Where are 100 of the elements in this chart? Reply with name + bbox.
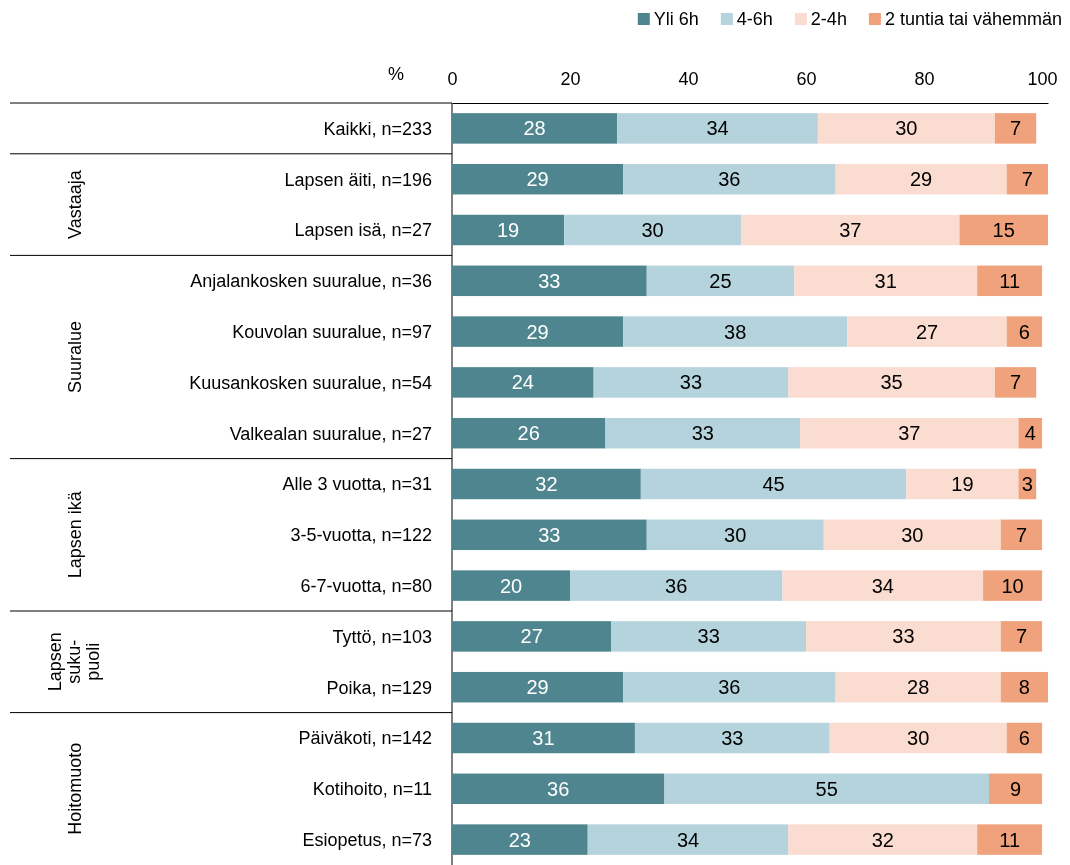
bar bbox=[452, 265, 647, 297]
bar bbox=[806, 621, 1001, 652]
data-label: 8 bbox=[1018, 676, 1030, 699]
data-label: 36 bbox=[547, 777, 570, 800]
y-tick-label: Valkealan suuralue, n=27 bbox=[229, 423, 432, 444]
data-label: 29 bbox=[910, 168, 933, 191]
data-label: 7 bbox=[1015, 523, 1028, 546]
data-label: 33 bbox=[538, 523, 561, 546]
y-tick-label: Kaikki, n=233 bbox=[323, 118, 432, 139]
data-label: 19 bbox=[951, 473, 974, 495]
data-label: 28 bbox=[523, 117, 546, 140]
data-label: 7 bbox=[1009, 371, 1022, 394]
bar bbox=[835, 163, 1007, 195]
x-tick-label: 20 bbox=[560, 69, 581, 89]
bar bbox=[983, 570, 1043, 601]
data-label: 32 bbox=[535, 473, 558, 495]
bar bbox=[452, 367, 594, 398]
bar bbox=[788, 824, 978, 855]
x-axis-title: % bbox=[387, 64, 405, 84]
bar bbox=[605, 417, 801, 449]
bar bbox=[570, 570, 783, 601]
x-tick-label: 40 bbox=[678, 69, 699, 89]
data-label: 30 bbox=[901, 523, 924, 546]
data-label: 33 bbox=[721, 727, 744, 749]
data-label: 29 bbox=[526, 320, 549, 343]
data-label: 23 bbox=[508, 828, 531, 851]
data-label: 37 bbox=[839, 219, 862, 241]
legend-label: 2 tuntia tai vähemmän bbox=[884, 9, 1062, 29]
text: Lapsen suku-puoli bbox=[45, 632, 104, 692]
bar bbox=[452, 570, 571, 601]
bar bbox=[564, 214, 742, 246]
data-label: 7 bbox=[1015, 625, 1028, 648]
bar bbox=[452, 468, 641, 500]
data-label: 36 bbox=[718, 168, 741, 191]
text: Hoitomuoto bbox=[65, 742, 86, 835]
bar bbox=[452, 163, 624, 195]
data-label: 31 bbox=[874, 269, 897, 292]
y-tick-label: Kuusankosken suuralue, n=54 bbox=[189, 372, 432, 393]
y-tick-label: Anjalankosken suuralue, n=36 bbox=[190, 271, 432, 292]
bar bbox=[452, 113, 618, 144]
bar bbox=[587, 824, 789, 855]
bar bbox=[1006, 316, 1043, 347]
x-tick-label: 0 bbox=[447, 69, 458, 89]
bar bbox=[817, 113, 995, 144]
bar bbox=[977, 265, 1043, 297]
bar bbox=[829, 722, 1007, 754]
data-label: 45 bbox=[762, 473, 785, 495]
bar bbox=[634, 722, 830, 754]
bar bbox=[800, 417, 1019, 449]
bar bbox=[640, 468, 907, 500]
bar bbox=[452, 722, 635, 754]
data-label: 38 bbox=[724, 320, 747, 343]
data-label: 30 bbox=[907, 727, 930, 749]
data-label: 25 bbox=[709, 269, 732, 292]
y-tick-label: Kotihoito, n=11 bbox=[312, 779, 432, 800]
data-label: 3 bbox=[1021, 473, 1033, 495]
data-label: 30 bbox=[895, 117, 918, 140]
bar bbox=[1000, 621, 1043, 652]
bar bbox=[741, 214, 960, 246]
data-label: 33 bbox=[679, 371, 703, 394]
bar bbox=[847, 316, 1007, 347]
bar bbox=[977, 824, 1043, 855]
bar bbox=[835, 671, 1001, 703]
bar bbox=[452, 621, 612, 652]
bar bbox=[617, 113, 818, 144]
bar bbox=[623, 163, 836, 195]
y-tick-label: Esiopetus, n=73 bbox=[302, 829, 432, 850]
y-tick-label: Tyttö, n=103 bbox=[332, 626, 432, 647]
data-label: 28 bbox=[907, 676, 930, 699]
y-tick-label: Lapsen isä, n=27 bbox=[294, 220, 432, 241]
data-label: 33 bbox=[892, 625, 915, 648]
data-label: 55 bbox=[815, 777, 838, 800]
legend-label: 4-6h bbox=[736, 9, 773, 29]
data-label: 11 bbox=[999, 269, 1021, 292]
data-label: 26 bbox=[517, 422, 540, 445]
y-tick-label: Poika, n=129 bbox=[326, 677, 432, 698]
data-label: 29 bbox=[526, 168, 549, 191]
data-label: 20 bbox=[499, 574, 523, 597]
bar bbox=[452, 417, 606, 449]
text: Lapsen ikä bbox=[65, 490, 86, 579]
y-tick-label: Lapsen äiti, n=196 bbox=[284, 169, 432, 190]
data-label: 27 bbox=[915, 320, 939, 343]
bar bbox=[452, 824, 588, 855]
bar bbox=[1000, 671, 1048, 703]
y-tick-label: 6-7-vuotta, n=80 bbox=[300, 575, 432, 596]
data-label: 7 bbox=[1009, 117, 1022, 140]
bar bbox=[794, 265, 978, 297]
data-label: 34 bbox=[706, 117, 729, 140]
bar bbox=[646, 265, 795, 297]
bar bbox=[782, 570, 984, 601]
data-label: 24 bbox=[511, 371, 534, 394]
data-label: 15 bbox=[992, 219, 1015, 241]
bar bbox=[994, 113, 1037, 144]
data-label: 4 bbox=[1024, 422, 1036, 445]
bar bbox=[452, 519, 647, 551]
data-label: 37 bbox=[898, 422, 921, 445]
legend-label: 2-4h bbox=[810, 9, 847, 29]
data-label: 31 bbox=[532, 727, 555, 749]
data-label: 32 bbox=[871, 828, 894, 851]
data-label: 30 bbox=[641, 219, 664, 241]
